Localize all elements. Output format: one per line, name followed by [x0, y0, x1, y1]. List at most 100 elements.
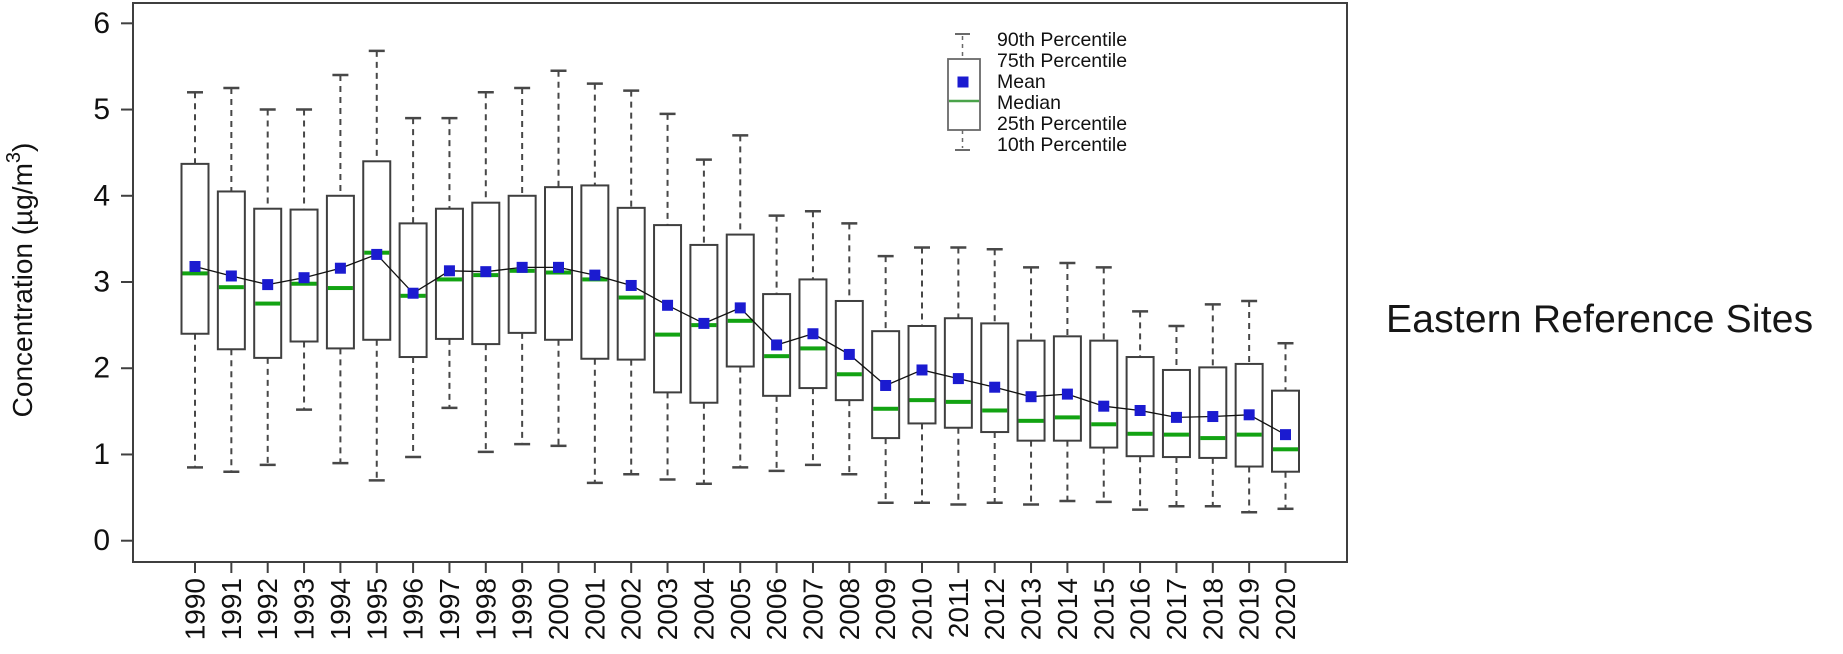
- boxplot-2020: [1271, 341, 1300, 511]
- boxplot-1999: [507, 86, 537, 446]
- boxplot-1991: [216, 86, 246, 473]
- boxplot-1990: [180, 91, 210, 469]
- mean-marker-2004: [698, 317, 710, 329]
- boxplot-2001: [580, 82, 610, 485]
- mean-marker-1993: [298, 272, 310, 284]
- boxplot-1997: [434, 116, 464, 410]
- boxplot-1993: [289, 108, 319, 411]
- median-line: [800, 346, 826, 351]
- legend-mean-marker: [957, 76, 969, 88]
- median-line: [255, 301, 281, 306]
- median-line: [764, 354, 790, 359]
- legend-label-10th-percentile: 10th Percentile: [997, 134, 1127, 156]
- mean-marker-2011: [952, 373, 964, 385]
- x-tick-label-2017: 2017: [1161, 578, 1192, 640]
- x-tick-label-2008: 2008: [834, 578, 865, 640]
- median-line: [1054, 415, 1080, 420]
- iqr-box: [216, 190, 246, 351]
- x-axis: 1990 1991 1992 1993 1994 1995 1996 1997 1998 1999…: [180, 562, 1301, 640]
- x-tick-label-1994: 1994: [325, 578, 356, 640]
- mean-marker-2012: [989, 381, 1001, 393]
- median-line: [1091, 422, 1117, 427]
- mean-marker-2000: [553, 261, 564, 273]
- iqr-box: [980, 322, 1010, 434]
- median-line: [618, 295, 644, 300]
- mean-marker-2020: [1280, 429, 1291, 441]
- median-line: [218, 285, 244, 290]
- mean-marker-2002: [625, 279, 637, 291]
- x-tick-label-2001: 2001: [579, 578, 610, 640]
- mean-marker-1995: [371, 248, 383, 260]
- x-tick-label-2010: 2010: [907, 578, 938, 640]
- mean-marker-1996: [407, 287, 419, 299]
- mean-marker-2010: [916, 364, 928, 376]
- boxplot-2018: [1198, 303, 1228, 508]
- mean-marker-2001: [589, 269, 601, 281]
- median-line: [182, 271, 208, 276]
- boxplot-2011: [943, 246, 973, 506]
- median-line: [982, 408, 1008, 413]
- x-tick-label-1998: 1998: [470, 578, 501, 640]
- mean-marker-1991: [225, 270, 237, 282]
- iqr-box: [1016, 339, 1046, 442]
- mean-marker-2008: [843, 348, 855, 360]
- x-tick-label-2013: 2013: [1016, 578, 1047, 640]
- y-tick-label: 3: [93, 266, 110, 299]
- legend-label-90th-percentile: 90th Percentile: [997, 29, 1127, 51]
- y-tick-label: 4: [93, 179, 110, 212]
- x-tick-label-2015: 2015: [1088, 578, 1119, 640]
- median-line: [1236, 432, 1262, 437]
- mean-marker-1998: [480, 266, 492, 278]
- x-tick-label-2019: 2019: [1234, 578, 1265, 640]
- x-tick-label-1991: 1991: [216, 578, 247, 640]
- boxplot-2019: [1234, 299, 1264, 514]
- median-line: [909, 398, 935, 403]
- x-tick-label-1993: 1993: [289, 578, 320, 640]
- boxplot-2012: [980, 247, 1010, 505]
- mean-marker-2009: [880, 379, 892, 391]
- mean-marker-1992: [262, 279, 274, 291]
- iqr-box: [1052, 335, 1082, 442]
- boxplot-2009: [871, 254, 901, 505]
- median-line: [1273, 447, 1298, 452]
- x-tick-label-1999: 1999: [507, 578, 538, 640]
- mean-marker-2005: [734, 302, 746, 314]
- x-tick-label-2007: 2007: [797, 578, 828, 640]
- median-line: [1163, 432, 1189, 437]
- x-tick-label-2003: 2003: [652, 578, 683, 640]
- iqr-box: [943, 317, 973, 429]
- legend-label-75th-percentile: 75th Percentile: [997, 50, 1127, 72]
- x-tick-label-2000: 2000: [543, 578, 574, 640]
- legend-label-25th-percentile: 25th Percentile: [997, 113, 1127, 135]
- x-tick-label-2005: 2005: [725, 578, 756, 640]
- mean-marker-2018: [1207, 411, 1219, 423]
- boxplot-2013: [1016, 266, 1046, 506]
- boxplot-2000: [544, 69, 573, 448]
- mean-marker-2019: [1243, 409, 1255, 421]
- mean-marker-2014: [1061, 388, 1073, 400]
- x-tick-label-1997: 1997: [434, 578, 465, 640]
- x-tick-label-2011: 2011: [943, 578, 974, 638]
- x-tick-label-2020: 2020: [1270, 578, 1301, 640]
- y-tick-label: 5: [93, 93, 110, 126]
- median-line: [291, 281, 317, 286]
- boxplot-2014: [1052, 261, 1082, 503]
- boxplot-2015: [1089, 266, 1119, 504]
- median-line: [836, 372, 862, 377]
- x-tick-label-2016: 2016: [1125, 578, 1156, 640]
- mean-marker-2016: [1134, 404, 1146, 416]
- x-tick-label-1990: 1990: [180, 578, 211, 640]
- boxplot-2005: [725, 134, 755, 469]
- x-tick-label-2004: 2004: [688, 578, 719, 640]
- mean-marker-1999: [516, 261, 528, 273]
- iqr-box: [180, 162, 210, 335]
- x-tick-label-2018: 2018: [1197, 578, 1228, 640]
- mean-marker-1994: [334, 262, 346, 274]
- legend-label-median: Median: [997, 92, 1061, 114]
- mean-marker-2013: [1025, 391, 1037, 403]
- x-tick-label-2006: 2006: [761, 578, 792, 640]
- boxplot-2003: [653, 112, 683, 481]
- y-tick-label: 1: [93, 438, 110, 471]
- right-side-title: Eastern Reference Sites: [1386, 298, 1814, 341]
